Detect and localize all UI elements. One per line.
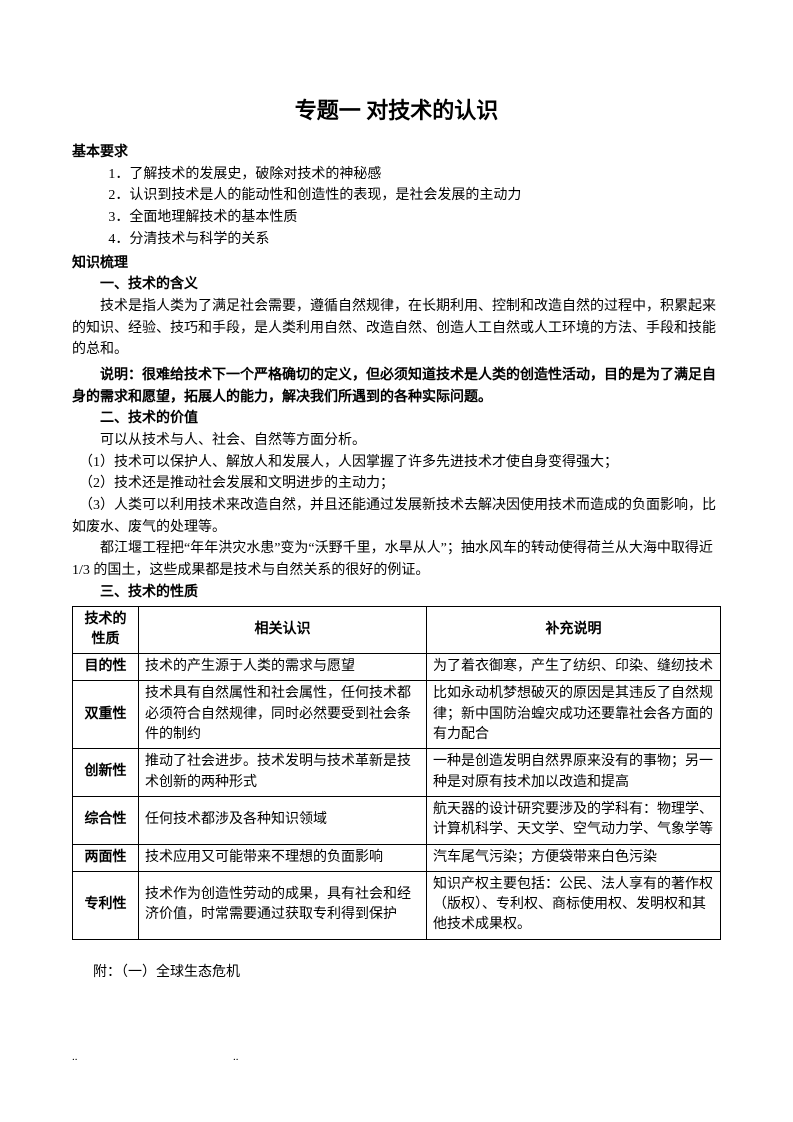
basic-item-3: 3．全面地理解技术的基本性质 (72, 207, 721, 229)
cell-prop: 综合性 (73, 796, 139, 844)
sec2-item-2: （2）技术还是推动社会发展和文明进步的主动力； (72, 473, 721, 495)
basic-item-2: 2．认识到技术是人的能动性和创造性的表现，是社会发展的主动力 (72, 185, 721, 207)
cell-prop: 专利性 (73, 871, 139, 939)
table-row: 综合性 任何技术都涉及各种知识领域 航天器的设计研究要涉及的学科有：物理学、计算… (73, 796, 721, 844)
th-knowledge: 相关认识 (139, 606, 427, 654)
basic-heading: 基本要求 (72, 142, 721, 164)
appendix-line: 附：（一）全球生态危机 (72, 962, 721, 984)
cell-knowledge: 技术具有自然属性和社会属性，任何技术都必须符合自然规律，同时必然要受到社会条件的… (139, 681, 427, 749)
sec2-p2: 都江堰工程把“年年洪灾水患”变为“沃野千里，水旱从人”；抽水风车的转动使得荷兰从… (72, 538, 721, 581)
cell-prop: 创新性 (73, 749, 139, 797)
cell-knowledge: 任何技术都涉及各种知识领域 (139, 796, 427, 844)
table-header-row: 技术的性质 相关认识 补充说明 (73, 606, 721, 654)
cell-note: 知识产权主要包括：公民、法人享有的著作权（版权）、专利权、商标使用权、发明权和其… (427, 871, 721, 939)
sec1-heading: 一、技术的含义 (72, 274, 721, 296)
sec1-p1: 技术是指人类为了满足社会需要，遵循自然规律，在长期利用、控制和改造自然的过程中，… (72, 296, 721, 361)
cell-prop: 两面性 (73, 844, 139, 871)
table-row: 创新性 推动了社会进步。技术发明与技术革新是技术创新的两种形式 一种是创造发明自… (73, 749, 721, 797)
cell-prop: 双重性 (73, 681, 139, 749)
sec2-p1: 可以从技术与人、社会、自然等方面分析。 (72, 430, 721, 452)
cell-knowledge: 推动了社会进步。技术发明与技术革新是技术创新的两种形式 (139, 749, 427, 797)
table-row: 两面性 技术应用又可能带来不理想的负面影响 汽车尾气污染；方便袋带来白色污染 (73, 844, 721, 871)
sec1-note: 说明：很难给技术下一个严格确切的定义，但必须知道技术是人类的创造性活动，目的是为… (72, 365, 721, 408)
table-row: 双重性 技术具有自然属性和社会属性，任何技术都必须符合自然规律，同时必然要受到社… (73, 681, 721, 749)
th-note: 补充说明 (427, 606, 721, 654)
footer-dots-1: .. (72, 1051, 78, 1063)
cell-note: 航天器的设计研究要涉及的学科有：物理学、计算机科学、天文学、空气动力学、气象学等 (427, 796, 721, 844)
sec2-item-1: （1）技术可以保护人、解放人和发展人，人因掌握了许多先进技术才使自身变得强大； (72, 452, 721, 474)
cell-note: 为了着衣御寒，产生了纺织、印染、缝纫技术 (427, 654, 721, 681)
th-property: 技术的性质 (73, 606, 139, 654)
cell-knowledge: 技术的产生源于人类的需求与愿望 (139, 654, 427, 681)
sec2-item-3: （3）人类可以利用技术来改造自然，并且还能通过发展新技术去解决因使用技术而造成的… (72, 495, 721, 538)
sec3-heading: 三、技术的性质 (72, 582, 721, 604)
cell-note: 一种是创造发明自然界原来没有的事物；另一种是对原有技术加以改造和提高 (427, 749, 721, 797)
sec2-heading: 二、技术的价值 (72, 408, 721, 430)
table-row: 目的性 技术的产生源于人类的需求与愿望 为了着衣御寒，产生了纺织、印染、缝纫技术 (73, 654, 721, 681)
basic-list: 1．了解技术的发展史，破除对技术的神秘感 2．认识到技术是人的能动性和创造性的表… (72, 164, 721, 251)
cell-note: 汽车尾气污染；方便袋带来白色污染 (427, 844, 721, 871)
footer-dots-2: .. (233, 1051, 239, 1063)
footer-dots: .. .. (72, 1049, 239, 1066)
page-title: 专题一 对技术的认识 (72, 94, 721, 128)
basic-item-1: 1．了解技术的发展史，破除对技术的神秘感 (72, 164, 721, 186)
cell-note: 比如永动机梦想破灭的原因是其违反了自然规律；新中国防治蝗灾成功还要靠社会各方面的… (427, 681, 721, 749)
table-row: 专利性 技术作为创造性劳动的成果，具有社会和经济价值，时常需要通过获取专利得到保… (73, 871, 721, 939)
cell-prop: 目的性 (73, 654, 139, 681)
cell-knowledge: 技术应用又可能带来不理想的负面影响 (139, 844, 427, 871)
properties-table: 技术的性质 相关认识 补充说明 目的性 技术的产生源于人类的需求与愿望 为了着衣… (72, 606, 721, 940)
cell-knowledge: 技术作为创造性劳动的成果，具有社会和经济价值，时常需要通过获取专利得到保护 (139, 871, 427, 939)
sec2-list: （1）技术可以保护人、解放人和发展人，人因掌握了许多先进技术才使自身变得强大； … (72, 452, 721, 539)
knowledge-heading: 知识梳理 (72, 253, 721, 275)
basic-item-4: 4．分清技术与科学的关系 (72, 229, 721, 251)
